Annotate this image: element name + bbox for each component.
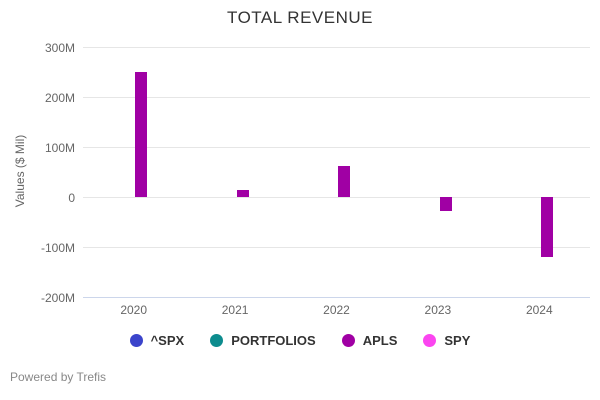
x-axis-line [83, 297, 590, 298]
legend-item-apls[interactable]: APLS [341, 333, 398, 348]
x-axis-label: 2020 [120, 303, 148, 317]
legend-item-spy[interactable]: SPY [423, 333, 470, 348]
legend-label-spx: ^SPX [150, 333, 185, 348]
gridline [83, 247, 590, 248]
gridline [83, 197, 590, 198]
legend-dot-spx [129, 334, 143, 347]
y-tick-label: 200M [44, 91, 75, 105]
bar-apls-2024[interactable] [541, 197, 553, 257]
x-axis-label: 2024 [525, 303, 553, 317]
legend: ^SPX PORTFOLIOS APLS SPY [0, 333, 600, 348]
x-axis-label: 2023 [424, 303, 452, 317]
y-axis-title: Values ($ Mil) [13, 134, 27, 208]
legend-dot-portfolios [210, 334, 224, 347]
y-tick-label: -200M [40, 291, 75, 305]
powered-by-trefis-link[interactable]: Powered by Trefis [10, 370, 107, 384]
gridline [83, 97, 590, 98]
bar-apls-2020[interactable] [135, 72, 147, 197]
y-tick-label: 100M [44, 141, 75, 155]
legend-dot-apls [341, 334, 355, 347]
bar-apls-2022[interactable] [338, 166, 350, 197]
gridline [83, 147, 590, 148]
legend-label-portfolios: PORTFOLIOS [231, 333, 316, 348]
legend-label-apls: APLS [362, 333, 398, 348]
legend-item-portfolios[interactable]: PORTFOLIOS [210, 333, 316, 348]
y-tick-label: -100M [40, 241, 75, 255]
legend-label-spy: SPY [444, 333, 471, 348]
bar-apls-2023[interactable] [440, 197, 452, 211]
y-tick-label: 0 [68, 191, 75, 205]
bar-apls-2021[interactable] [237, 190, 249, 197]
gridline [83, 47, 590, 48]
y-tick-label: 300M [44, 41, 75, 55]
x-axis-label: 2021 [221, 303, 249, 317]
x-axis-label: 2022 [323, 303, 350, 317]
legend-item-spx[interactable]: ^SPX [129, 333, 185, 348]
chart-title: TOTAL REVENUE [227, 8, 373, 27]
legend-dot-spy [423, 334, 437, 347]
